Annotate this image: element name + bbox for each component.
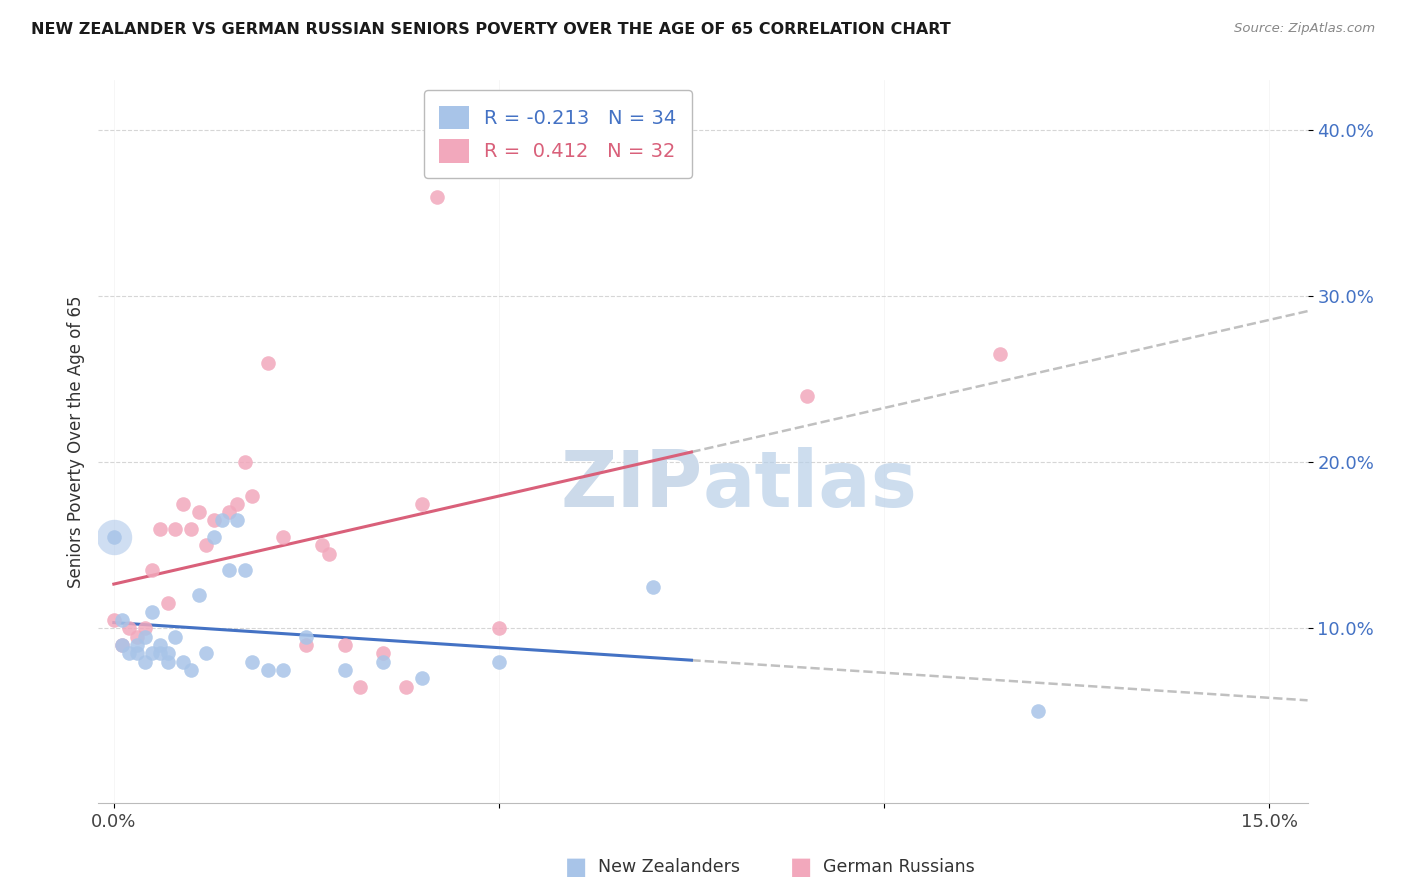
Point (156, 655, 179, 669)
Point (156, 646, 179, 660)
Point (110, 638, 132, 652)
Point (134, 655, 156, 669)
Point (134, 621, 156, 635)
Point (110, 613, 132, 627)
Point (233, 563, 256, 577)
Point (488, 621, 510, 635)
Point (226, 513, 249, 527)
Text: ZIP: ZIP (561, 447, 703, 523)
Point (271, 530, 294, 544)
Point (373, 646, 395, 660)
Point (118, 621, 141, 635)
Point (134, 630, 156, 644)
Point (110, 638, 132, 652)
Point (333, 638, 356, 652)
Point (411, 497, 433, 511)
Text: ■: ■ (565, 855, 588, 879)
Point (103, 530, 125, 544)
Point (988, 347, 1011, 361)
Text: NEW ZEALANDER VS GERMAN RUSSIAN SENIORS POVERTY OVER THE AGE OF 65 CORRELATION C: NEW ZEALANDER VS GERMAN RUSSIAN SENIORS … (31, 22, 950, 37)
Point (195, 646, 218, 660)
Point (318, 547, 340, 561)
Point (180, 663, 202, 677)
Point (226, 497, 249, 511)
Point (426, 189, 449, 203)
Point (165, 522, 187, 536)
Point (218, 505, 240, 519)
Point (242, 489, 264, 503)
Point (488, 655, 510, 669)
Text: German Russians: German Russians (823, 858, 974, 876)
Point (125, 646, 148, 660)
Point (411, 671, 433, 685)
Point (257, 663, 280, 677)
Point (641, 580, 664, 594)
Point (103, 613, 125, 627)
Point (257, 356, 280, 370)
Point (141, 605, 163, 619)
Legend: R = -0.213   N = 34, R =  0.412   N = 32: R = -0.213 N = 34, R = 0.412 N = 32 (423, 90, 692, 178)
Point (149, 646, 172, 660)
Point (295, 638, 318, 652)
Point (311, 538, 333, 552)
Point (218, 563, 240, 577)
Point (141, 646, 163, 660)
Point (395, 680, 418, 694)
Point (149, 522, 172, 536)
Point (1026, 705, 1049, 719)
Point (118, 646, 141, 660)
Point (141, 563, 163, 577)
Point (156, 597, 179, 611)
Point (103, 530, 125, 544)
Y-axis label: Seniors Poverty Over the Age of 65: Seniors Poverty Over the Age of 65 (66, 295, 84, 588)
Point (202, 513, 225, 527)
Point (373, 655, 395, 669)
Point (125, 630, 148, 644)
Point (202, 530, 225, 544)
Point (125, 638, 148, 652)
Point (295, 630, 318, 644)
Text: New Zealanders: New Zealanders (598, 858, 740, 876)
Point (233, 455, 256, 469)
Point (195, 538, 218, 552)
Point (187, 505, 209, 519)
Text: Source: ZipAtlas.com: Source: ZipAtlas.com (1234, 22, 1375, 36)
Point (172, 497, 194, 511)
Point (242, 655, 264, 669)
Text: ■: ■ (790, 855, 813, 879)
Point (149, 638, 172, 652)
Point (211, 513, 233, 527)
Point (333, 663, 356, 677)
Text: atlas: atlas (703, 447, 918, 523)
Point (165, 630, 187, 644)
Point (172, 655, 194, 669)
Point (271, 663, 294, 677)
Point (180, 522, 202, 536)
Point (349, 680, 371, 694)
Point (187, 588, 209, 602)
Point (796, 389, 818, 403)
